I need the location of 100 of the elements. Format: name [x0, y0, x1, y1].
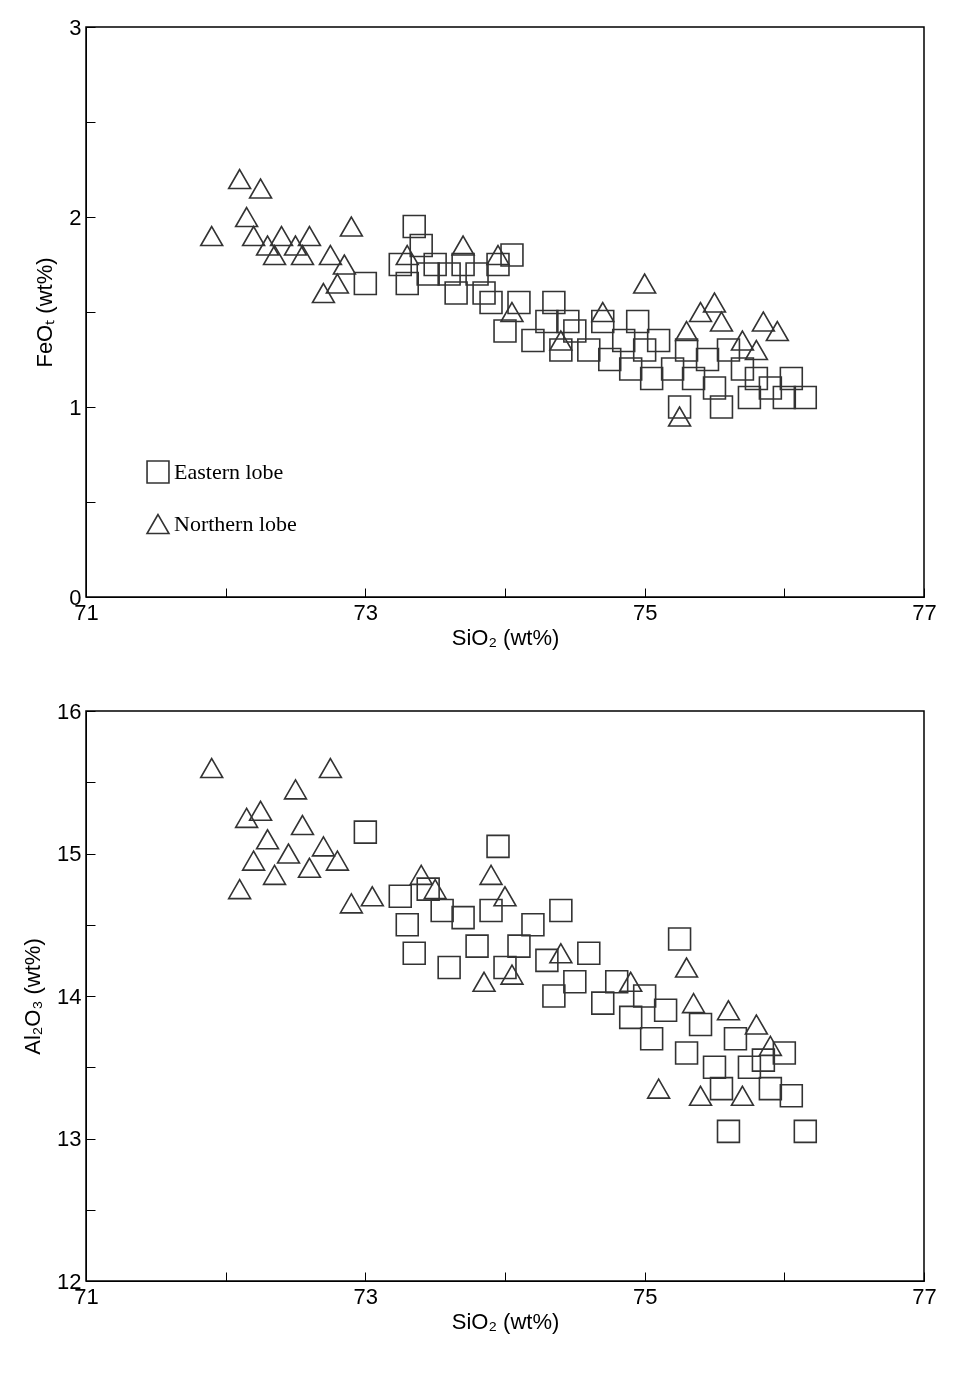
point [472, 971, 496, 993]
point [702, 1055, 727, 1080]
point [549, 898, 573, 923]
point [290, 244, 315, 266]
point [730, 330, 755, 351]
point [500, 964, 524, 985]
x-tick-label: 77 [912, 1283, 937, 1309]
y-tick-label: 3 [69, 14, 82, 40]
point [290, 814, 315, 836]
point [521, 328, 545, 353]
point [486, 252, 510, 277]
point [618, 1005, 643, 1030]
point [451, 235, 475, 256]
point [758, 1035, 783, 1057]
point [339, 893, 364, 914]
point [577, 338, 601, 362]
point [737, 385, 762, 410]
point [779, 366, 804, 391]
point [535, 948, 559, 973]
point [521, 913, 545, 937]
point [730, 1085, 755, 1107]
point [486, 834, 510, 859]
point [262, 864, 287, 886]
point [639, 1027, 664, 1051]
point [772, 1041, 797, 1065]
point [549, 942, 573, 964]
point [395, 244, 419, 266]
point [632, 984, 657, 1008]
point [409, 864, 433, 886]
point [751, 311, 776, 332]
point [563, 970, 587, 994]
point [591, 309, 615, 334]
point [688, 1012, 713, 1037]
point [318, 757, 343, 779]
point [276, 843, 301, 864]
point [535, 309, 559, 334]
point [395, 913, 419, 937]
point [591, 301, 615, 323]
point [339, 216, 364, 237]
point [577, 941, 601, 966]
y-tick-label: 13 [57, 1126, 82, 1151]
point [542, 290, 566, 315]
point [688, 1085, 713, 1107]
point [598, 347, 622, 372]
point [465, 262, 489, 286]
point [388, 252, 413, 277]
point [716, 999, 741, 1021]
point [444, 281, 468, 305]
point [493, 319, 517, 343]
point [632, 338, 657, 362]
point [723, 1027, 748, 1051]
point [639, 366, 664, 391]
legend-label: Eastern lobe [174, 459, 284, 484]
x-tick-label: 75 [632, 1283, 658, 1309]
point [674, 338, 699, 362]
point [646, 1078, 671, 1099]
point [437, 955, 461, 980]
point [549, 338, 573, 362]
point [402, 941, 426, 966]
point [591, 991, 615, 1015]
point [674, 320, 699, 342]
point [653, 998, 678, 1023]
point [716, 1119, 741, 1144]
point [241, 225, 266, 247]
point [793, 1119, 818, 1144]
point [695, 347, 720, 372]
point [325, 273, 350, 294]
point [563, 319, 587, 343]
point [199, 757, 224, 779]
point [758, 376, 783, 400]
point [779, 1084, 804, 1108]
point [472, 281, 496, 305]
point [451, 905, 475, 930]
point [255, 235, 280, 256]
point [430, 898, 454, 923]
point [360, 885, 385, 907]
point [772, 385, 797, 410]
point [269, 225, 294, 247]
x-axis-title: SiO₂ (wt%) [451, 1308, 560, 1334]
y-tick-label: 16 [57, 698, 82, 724]
point [709, 395, 734, 419]
point [618, 971, 643, 993]
point [234, 206, 259, 228]
point [416, 877, 440, 901]
point [758, 1076, 783, 1101]
point [227, 878, 252, 900]
point [325, 850, 350, 871]
point [611, 328, 636, 353]
point [255, 828, 280, 850]
point [297, 857, 322, 879]
point [395, 271, 419, 296]
point [248, 178, 273, 199]
point [486, 244, 510, 266]
point [409, 233, 433, 258]
point [618, 357, 643, 381]
point [646, 328, 671, 353]
point [716, 338, 741, 362]
point [283, 235, 308, 256]
point [388, 884, 413, 909]
point [542, 984, 566, 1008]
